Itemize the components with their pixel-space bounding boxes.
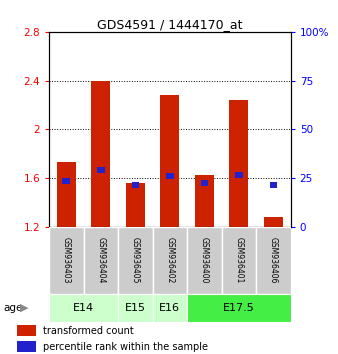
Bar [160,95,179,227]
Title: GDS4591 / 1444170_at: GDS4591 / 1444170_at [97,18,243,31]
Text: GSM936406: GSM936406 [269,237,278,284]
Bar [230,100,248,227]
Text: GSM936405: GSM936405 [131,237,140,284]
Text: GSM936403: GSM936403 [62,237,71,284]
Bar [49,294,118,322]
Bar [264,217,283,227]
Bar [200,180,208,187]
Bar [187,227,222,294]
Text: transformed count: transformed count [43,326,134,336]
Bar [256,227,291,294]
Bar [235,172,243,178]
Bar [49,227,83,294]
Bar [57,162,76,227]
Text: E16: E16 [159,303,180,313]
Bar [118,294,152,322]
Bar [63,178,70,184]
Text: E17.5: E17.5 [223,303,255,313]
Text: percentile rank within the sample: percentile rank within the sample [43,342,208,352]
Bar [187,294,291,322]
Bar [270,182,277,188]
Bar [83,227,118,294]
Bar [152,294,187,322]
Text: E15: E15 [125,303,146,313]
Bar [152,227,187,294]
Bar [17,341,37,353]
Bar [118,227,152,294]
Bar [97,167,104,173]
Bar [195,176,214,227]
Text: GSM936402: GSM936402 [165,237,174,284]
Text: GSM936404: GSM936404 [96,237,105,284]
Bar [166,173,174,179]
Bar [126,183,145,227]
Text: age: age [3,303,23,313]
Bar [222,227,256,294]
Bar [131,182,139,188]
Text: GSM936401: GSM936401 [234,237,243,284]
Text: ▶: ▶ [20,303,29,313]
Text: GSM936400: GSM936400 [200,237,209,284]
Text: E14: E14 [73,303,94,313]
Bar [91,80,110,227]
Bar [17,325,37,336]
